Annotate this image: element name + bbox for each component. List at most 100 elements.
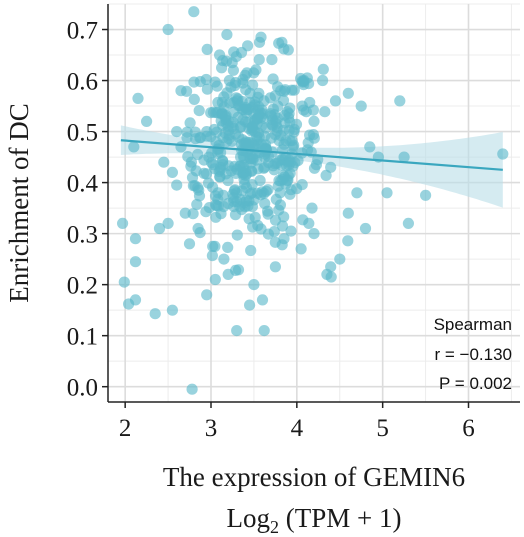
data-point xyxy=(260,122,272,134)
data-point xyxy=(212,200,224,212)
x-tick-label: 3 xyxy=(205,415,218,442)
data-point xyxy=(276,239,288,251)
data-point xyxy=(275,130,287,142)
data-point xyxy=(244,299,256,311)
data-point xyxy=(274,199,286,211)
data-points xyxy=(117,6,509,395)
data-point xyxy=(308,132,320,144)
data-point xyxy=(216,62,228,74)
data-point xyxy=(269,90,281,102)
tick-marks xyxy=(102,28,470,408)
data-point xyxy=(185,156,197,168)
data-point xyxy=(355,100,367,112)
data-point xyxy=(251,113,263,125)
x-tick-label: 4 xyxy=(291,415,304,442)
y-tick-label: 0.5 xyxy=(67,120,98,147)
data-point xyxy=(279,109,291,121)
x-tick-label: 6 xyxy=(462,415,475,442)
data-point xyxy=(211,143,224,155)
data-point xyxy=(189,126,201,138)
data-point xyxy=(201,83,213,95)
y-tick-label: 0.7 xyxy=(67,18,98,45)
data-point xyxy=(381,187,393,199)
data-point xyxy=(217,159,229,171)
data-point xyxy=(128,141,140,153)
data-point xyxy=(221,87,233,99)
data-point xyxy=(166,166,178,178)
data-point xyxy=(298,79,310,91)
data-point xyxy=(269,261,281,273)
data-point xyxy=(285,184,297,196)
data-point xyxy=(329,95,342,107)
data-point xyxy=(342,235,354,247)
data-point xyxy=(295,243,307,255)
data-point xyxy=(187,208,199,220)
data-point xyxy=(193,105,205,117)
data-point xyxy=(162,23,174,36)
data-point xyxy=(276,159,288,171)
data-point xyxy=(420,189,432,201)
data-point xyxy=(241,194,253,206)
data-point xyxy=(342,207,354,219)
data-point xyxy=(175,141,187,153)
data-point xyxy=(183,238,196,250)
data-point xyxy=(230,264,242,276)
data-point xyxy=(208,123,220,136)
y-tick-label: 0.4 xyxy=(67,171,99,198)
data-point xyxy=(192,182,204,194)
data-point xyxy=(277,94,290,106)
data-point xyxy=(162,217,174,229)
data-point xyxy=(192,148,204,161)
data-point xyxy=(398,151,410,163)
data-point xyxy=(191,198,203,211)
x-axis-title-log: Log xyxy=(227,503,271,533)
annotation-r: r = −0.130 xyxy=(434,345,512,364)
data-point xyxy=(282,174,294,186)
data-point xyxy=(278,43,290,55)
data-point xyxy=(317,63,329,75)
x-axis-title-units: (TPM + 1) xyxy=(279,503,401,533)
data-point xyxy=(228,46,240,58)
y-axis-title: Enrichment of DC xyxy=(4,103,34,302)
data-point xyxy=(351,187,363,199)
data-point xyxy=(266,54,278,66)
data-point xyxy=(222,241,234,253)
data-point xyxy=(218,253,230,265)
data-point xyxy=(297,214,309,226)
y-tick-label: 0.2 xyxy=(67,273,98,300)
data-point xyxy=(306,202,318,214)
x-axis-title-line1: The expression of GEMIN6 xyxy=(163,462,465,492)
data-point xyxy=(325,271,337,283)
data-point xyxy=(141,115,153,127)
data-point xyxy=(238,159,250,171)
y-tick-label: 0.0 xyxy=(67,375,98,402)
data-point xyxy=(402,217,414,229)
data-point xyxy=(231,325,243,337)
data-point xyxy=(202,177,215,189)
x-axis-title-line2: Log2 (TPM + 1) xyxy=(227,503,402,537)
data-point xyxy=(184,117,196,129)
data-point xyxy=(207,159,219,171)
data-point xyxy=(272,81,284,93)
data-point xyxy=(235,120,247,133)
data-point xyxy=(188,93,200,105)
data-point xyxy=(262,228,274,240)
data-point xyxy=(310,159,322,171)
data-point xyxy=(285,225,297,237)
data-point xyxy=(181,85,193,97)
data-point xyxy=(201,289,213,301)
data-point xyxy=(228,195,240,208)
data-point xyxy=(217,132,229,144)
data-point xyxy=(186,383,198,395)
data-point xyxy=(359,222,372,235)
data-point xyxy=(194,227,206,239)
data-point xyxy=(129,256,142,268)
data-point xyxy=(317,74,329,87)
data-point xyxy=(284,135,296,147)
data-point xyxy=(209,273,221,286)
data-point xyxy=(212,96,224,109)
data-point xyxy=(210,211,222,223)
data-point xyxy=(252,219,264,232)
annotation-title: Spearman xyxy=(434,315,512,334)
